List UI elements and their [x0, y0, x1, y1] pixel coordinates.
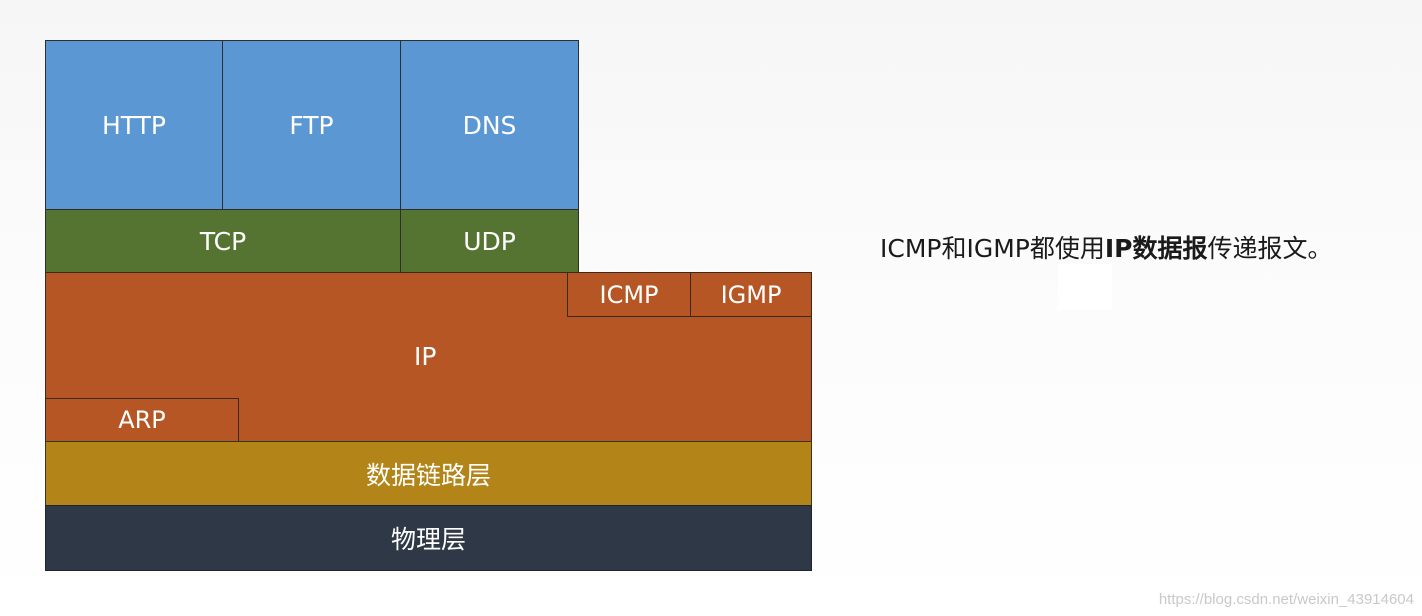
physical-layer-box: 物理层	[45, 505, 812, 571]
data-link-layer-box: 数据链路层	[45, 441, 812, 506]
icmp-box: ICMP	[567, 272, 691, 317]
white-patch	[1058, 264, 1112, 310]
igmp-box: IGMP	[690, 272, 812, 317]
note-prefix: ICMP和IGMP都使用	[880, 234, 1105, 263]
udp-label: UDP	[463, 226, 516, 256]
tcp-box: TCP	[45, 209, 401, 273]
igmp-label: IGMP	[720, 280, 782, 309]
note-suffix: 传递报文。	[1207, 234, 1333, 263]
note-bold: IP数据报	[1104, 234, 1208, 263]
ftp-box: FTP	[222, 40, 401, 210]
http-label: HTTP	[102, 110, 166, 140]
udp-box: UDP	[400, 209, 579, 273]
icmp-label: ICMP	[599, 280, 659, 309]
explanation-note: ICMP和IGMP都使用IP数据报传递报文。	[880, 229, 1333, 265]
arp-box: ARP	[45, 398, 239, 442]
watermark: https://blog.csdn.net/weixin_43914604	[1158, 591, 1414, 608]
http-box: HTTP	[45, 40, 223, 210]
data-link-layer-label: 数据链路层	[365, 460, 491, 490]
physical-layer-label: 物理层	[390, 525, 466, 554]
ip-label: IP	[414, 342, 437, 371]
arp-label: ARP	[118, 406, 166, 434]
ftp-label: FTP	[289, 110, 334, 140]
dns-box: DNS	[400, 40, 579, 210]
tcp-label: TCP	[199, 226, 247, 256]
dns-label: DNS	[462, 110, 517, 140]
